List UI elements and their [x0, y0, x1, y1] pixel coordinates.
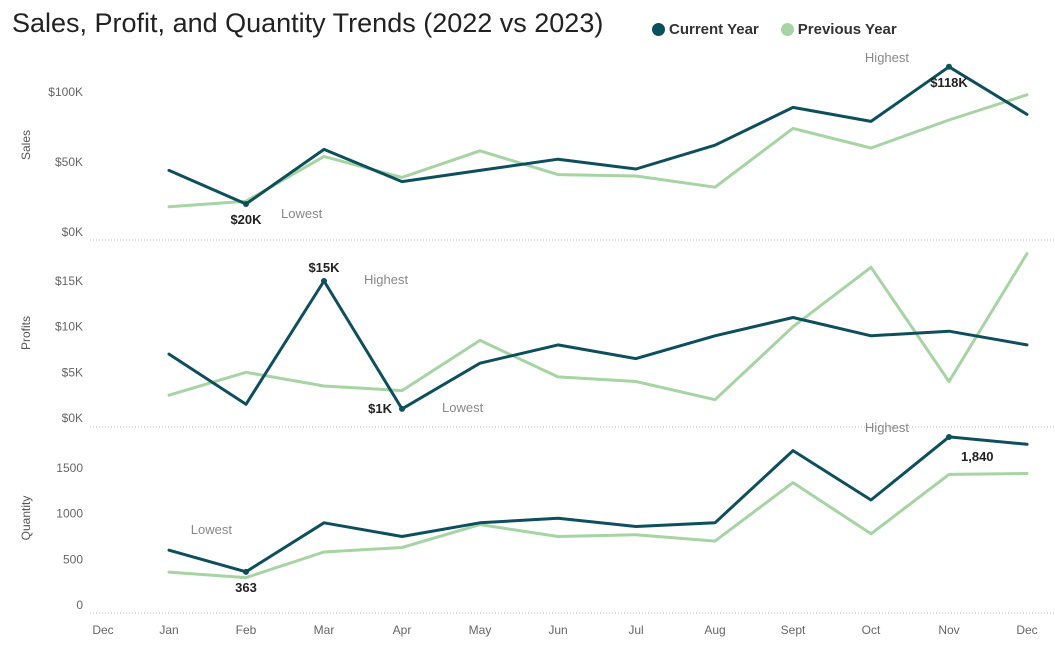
profits-tick-label: $15K [55, 274, 83, 288]
sales-annotation-value: $118K [930, 75, 968, 90]
sales-current-year-line [167, 65, 1029, 206]
sales-tick-label: $0K [62, 225, 83, 239]
profits-tick-label: $10K [55, 320, 83, 334]
quantity-tick-label: 1000 [56, 507, 83, 521]
x-tick-label: Sept [781, 623, 806, 637]
legend-item-current-year[interactable]: Current Year [652, 21, 759, 38]
profits-annotation-note: Highest [364, 272, 408, 287]
quantity-previous-year-line [167, 472, 1029, 580]
legend-label-current-year: Current Year [669, 21, 759, 38]
x-tick-label: Mar [314, 623, 335, 637]
sales-annotation-value: $20K [230, 212, 262, 227]
profits-marker [399, 405, 405, 412]
profits-previous-year-line [167, 252, 1029, 402]
quantity-marker [946, 433, 952, 440]
sales-annotation-note: Highest [865, 50, 909, 65]
profits-current-year-line [167, 279, 1029, 411]
profits-marker [321, 278, 327, 284]
legend-swatch-current-year [652, 23, 665, 36]
sales-tick-label: $100K [48, 85, 83, 99]
profits-annotation-note: Lowest [442, 400, 484, 415]
sales-axis-label: Sales [19, 130, 33, 160]
legend-item-previous-year[interactable]: Previous Year [780, 21, 897, 38]
legend: Current Year Previous Year [652, 21, 919, 38]
x-tick-label: May [469, 623, 492, 637]
sales-marker [946, 63, 952, 70]
x-tick-label: Jan [159, 623, 178, 637]
x-tick-label: Aug [704, 623, 725, 637]
sales-marker [243, 201, 249, 207]
x-tick-label: Feb [236, 623, 257, 637]
profits-annotation-value: $1K [368, 401, 392, 416]
quantity-tick-label: 1500 [56, 461, 83, 475]
quantity-annotation-value: 363 [235, 580, 257, 595]
quantity-marker [243, 568, 249, 575]
legend-swatch-previous-year [780, 23, 794, 36]
sales-annotation-note: Lowest [281, 206, 323, 221]
sales-previous-year-line [167, 93, 1029, 209]
x-tick-label: Apr [393, 623, 412, 637]
profits-annotation-value: $15K [308, 260, 340, 275]
profits-axis-label: Profits [19, 316, 33, 350]
legend-label-previous-year: Previous Year [797, 21, 897, 38]
quantity-annotation-note: Lowest [191, 522, 233, 537]
chart-title: Sales, Profit, and Quantity Trends (2022… [12, 8, 604, 38]
quantity-current-year-line [167, 435, 1029, 574]
quantity-tick-label: 0 [76, 598, 83, 612]
x-tick-label: Nov [938, 623, 959, 637]
x-tick-label: Jul [628, 623, 643, 637]
sales-tick-label: $50K [55, 155, 83, 169]
quantity-annotation-note: Highest [865, 420, 909, 435]
x-tick-label: Jun [548, 623, 567, 637]
x-tick-label: Dec [1016, 623, 1037, 637]
x-tick-label: Oct [862, 623, 881, 637]
profits-tick-label: $0K [62, 411, 83, 425]
quantity-tick-label: 500 [63, 552, 83, 566]
quantity-axis-label: Quantity [19, 496, 33, 541]
x-tick-label: Dec [92, 623, 113, 637]
quantity-annotation-value: 1,840 [961, 449, 994, 464]
profits-tick-label: $5K [62, 365, 83, 379]
